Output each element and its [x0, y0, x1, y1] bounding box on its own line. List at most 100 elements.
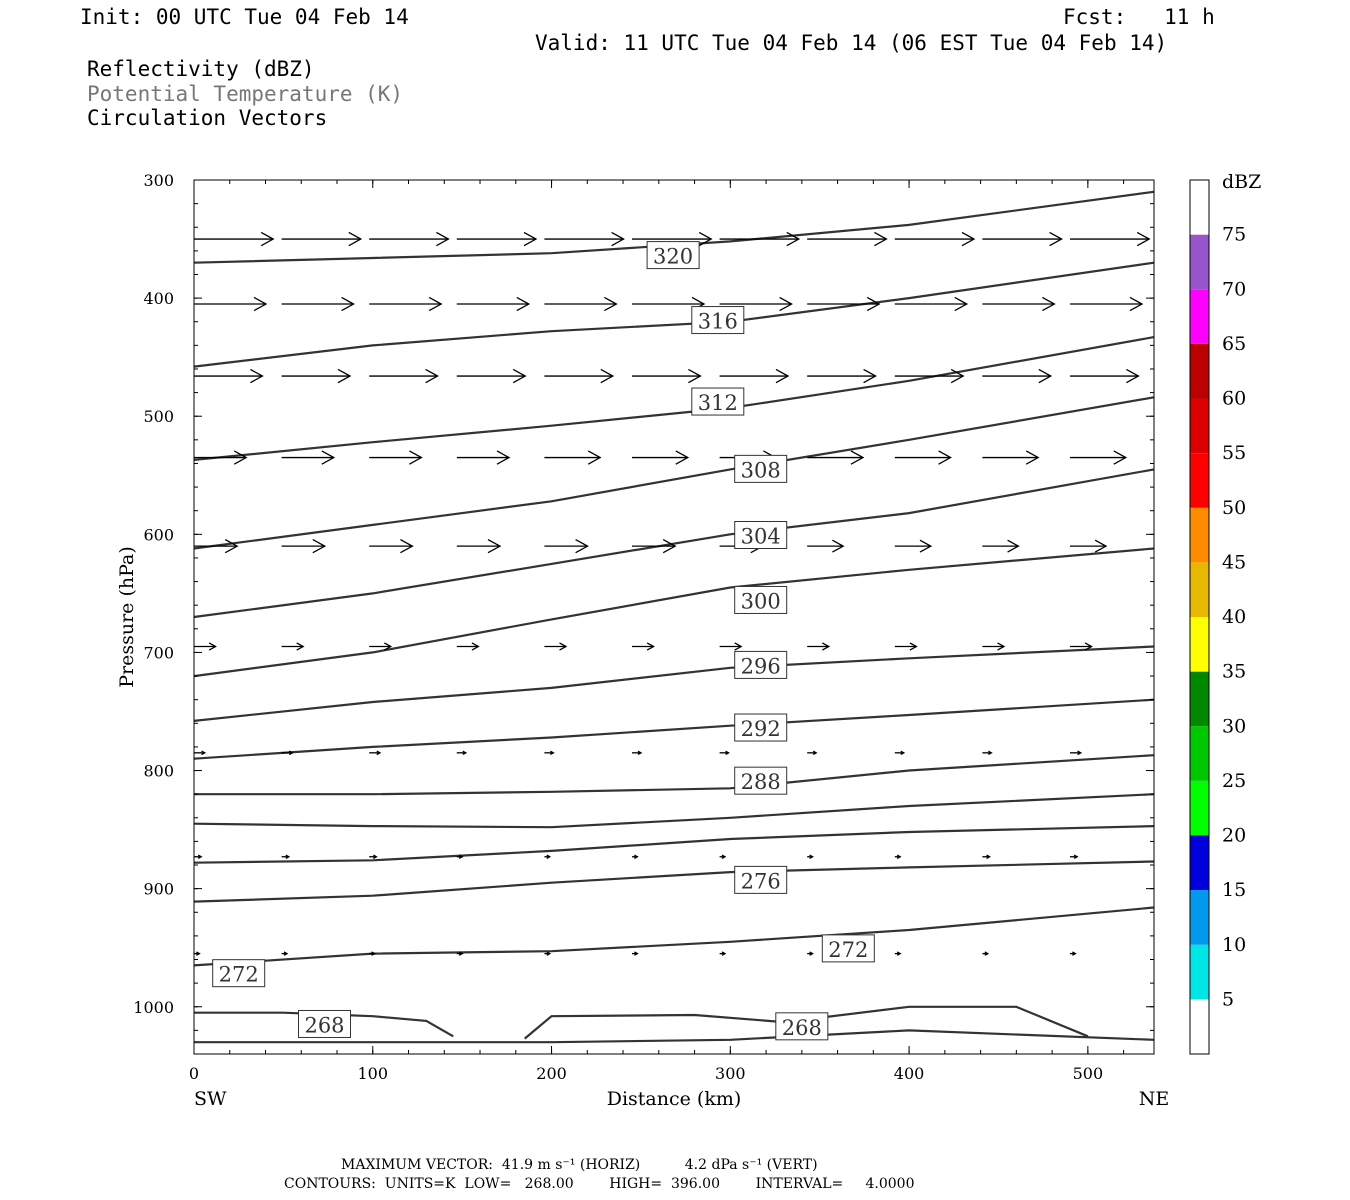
colorbar-segment — [1190, 507, 1209, 563]
vector-head — [348, 231, 363, 247]
circulation-vector — [1069, 231, 1151, 247]
vector-head — [919, 539, 933, 553]
vector-head — [321, 450, 336, 465]
circulation-vector — [807, 450, 865, 465]
vector-head — [896, 951, 902, 956]
circulation-vector — [281, 231, 363, 247]
max-vector-note: MAXIMUM VECTOR: 41.9 m s⁻¹ (HORIZ) 4.2 d… — [341, 1157, 818, 1173]
circulation-vector — [544, 368, 615, 384]
colorbar-segment — [1190, 453, 1209, 508]
circulation-vector — [894, 231, 976, 247]
circulation-vector — [982, 539, 1020, 553]
vector-head — [812, 750, 818, 756]
x-tick-label: 0 — [189, 1064, 199, 1083]
circulation-vector — [456, 951, 464, 956]
vector-head — [283, 951, 289, 956]
colorbar-tick-label: 55 — [1222, 442, 1246, 464]
circulation-vector — [894, 539, 933, 553]
circulation-vector — [807, 642, 831, 651]
circulation-vector — [719, 231, 801, 247]
vector-head — [197, 854, 203, 859]
circulation-vector — [1069, 951, 1077, 956]
x-tick-label: 400 — [894, 1064, 925, 1083]
legend-circulation-vectors: Circulation Vectors — [87, 106, 328, 130]
circulation-vector — [982, 231, 1063, 247]
vector-head — [1129, 296, 1144, 312]
vector-head — [1084, 642, 1093, 651]
vector-head — [725, 750, 730, 756]
x-end-right-label: NE — [1139, 1088, 1170, 1110]
contour-label: 272 — [212, 959, 266, 988]
circulation-vector — [369, 296, 443, 312]
circulation-vector — [194, 450, 248, 465]
contour-label-text: 288 — [741, 770, 781, 794]
vector-head — [866, 296, 881, 312]
contour-label-box — [821, 934, 875, 963]
colorbar-segment — [1190, 780, 1209, 836]
vector-head — [698, 231, 713, 247]
circulation-vector — [369, 642, 393, 651]
circulation-vector — [1069, 539, 1108, 553]
circulation-vector — [369, 854, 378, 859]
vector-head — [250, 368, 264, 384]
x-tick-label: 500 — [1073, 1064, 1104, 1083]
circulation-vector — [631, 951, 639, 956]
contour-label-box — [734, 521, 788, 550]
contour-308 — [193, 396, 1155, 550]
contour-label: 320 — [646, 241, 700, 270]
circulation-vector — [719, 951, 727, 956]
colorbar-segment — [1190, 617, 1209, 672]
circulation-vector — [631, 450, 690, 465]
circulation-vector — [719, 368, 790, 384]
contour-label: 272 — [821, 934, 875, 963]
colorbar-tick-label: 15 — [1222, 879, 1246, 901]
vector-head — [611, 231, 625, 247]
vector-head — [950, 368, 965, 384]
vector-head — [487, 538, 502, 554]
circulation-vector — [807, 539, 845, 553]
circulation-vector — [631, 642, 655, 651]
y-tick-label: 900 — [143, 880, 174, 899]
circulation-vector — [544, 642, 568, 651]
colorbar-frame — [1189, 179, 1210, 1055]
vector-head — [1049, 231, 1063, 247]
y-tick-label: 600 — [143, 525, 174, 544]
circulation-vector — [807, 296, 881, 312]
colorbar-tick-label: 60 — [1222, 388, 1246, 410]
vector-head — [523, 231, 538, 247]
x-end-left-label: SW — [194, 1088, 227, 1110]
y-tick-label: 300 — [143, 171, 174, 190]
vector-head — [428, 296, 443, 312]
vector-head — [1025, 450, 1040, 465]
vector-head — [786, 231, 801, 247]
vector-head — [850, 450, 865, 465]
vector-head — [688, 368, 702, 384]
colorbar-tick-label: 10 — [1222, 934, 1246, 956]
vector-head — [1126, 368, 1140, 384]
colorbar-segment — [1190, 398, 1209, 454]
colorbar-tick-label: 20 — [1222, 825, 1246, 847]
y-tick-label: 500 — [143, 407, 174, 426]
vector-head — [587, 450, 602, 465]
colorbar-segment — [1190, 944, 1209, 1000]
vector-head — [285, 854, 291, 859]
circulation-vector — [544, 854, 552, 859]
vector-head — [1113, 450, 1128, 465]
circulation-vector — [894, 750, 906, 756]
contour-296 — [193, 645, 1155, 722]
circulation-vector — [281, 450, 336, 465]
circulation-vector — [982, 951, 990, 956]
vector-head — [938, 450, 952, 465]
circulation-vector — [194, 296, 268, 312]
contour-label: 268 — [775, 1012, 829, 1041]
circulation-vector — [1069, 450, 1128, 465]
vector-head — [550, 750, 555, 756]
vector-head — [224, 538, 239, 554]
vector-head — [909, 642, 918, 651]
colorbar-segment — [1190, 180, 1209, 235]
vector-head — [425, 368, 439, 384]
vector-head — [409, 450, 423, 465]
vector-head — [458, 951, 464, 956]
vector-head — [1072, 951, 1077, 956]
